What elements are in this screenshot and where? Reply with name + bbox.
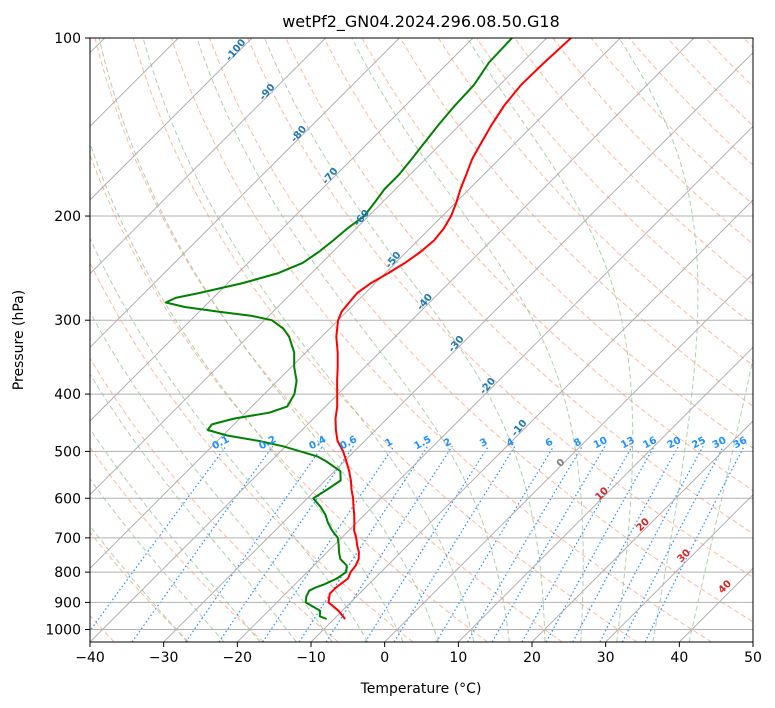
dry-adiabat [90, 153, 488, 642]
x-tick-label: 40 [670, 650, 688, 666]
y-tick-label: 1000 [45, 622, 81, 638]
y-tick-label: 500 [54, 444, 81, 460]
moist-adiabat [196, 38, 510, 642]
moist-adiabat [90, 478, 225, 642]
background-lines [90, 38, 753, 642]
moist-adiabat [90, 373, 297, 642]
mixing-ratio-line [644, 445, 745, 642]
mixing-ratio-label: 4 [505, 437, 516, 450]
dry-adiabat [90, 446, 264, 642]
mixing-ratio-label: 2 [442, 437, 453, 450]
moist-adiabat [618, 38, 699, 642]
isotherm-line [90, 38, 695, 642]
isotherm-line [90, 38, 621, 570]
isotherm-line [90, 38, 548, 496]
mixing-ratio-line [218, 445, 354, 642]
isotherm-line [90, 38, 400, 349]
mixing-ratio-line [298, 445, 429, 642]
isotherm-line [384, 272, 753, 642]
dry-adiabat [90, 531, 190, 642]
dry-adiabat [170, 38, 712, 642]
x-tick-label: −40 [75, 650, 105, 666]
temperature-profile [327, 38, 572, 620]
mixing-ratio-line [262, 445, 395, 642]
dry-adiabat [247, 38, 753, 578]
x-tick-label: 20 [523, 650, 541, 666]
dry-adiabat [323, 38, 753, 492]
y-tick-label: 400 [54, 387, 81, 403]
dewpoint-profile [164, 38, 513, 620]
moist-adiabat [688, 356, 753, 642]
mixing-ratio-label: 1 [384, 437, 395, 450]
x-tick-label: −30 [149, 650, 179, 666]
y-tick-label: 700 [54, 531, 81, 547]
moist-adiabat [98, 38, 439, 642]
dry-adiabat [514, 38, 753, 285]
x-tick-label: 30 [597, 650, 615, 666]
isotherm-line [90, 38, 253, 201]
moist-adiabat [90, 237, 369, 642]
mixing-ratio-line [364, 445, 490, 642]
x-axis-label: Temperature (°C) [360, 681, 482, 697]
plot-frame [89, 37, 754, 643]
dry-adiabat [437, 38, 753, 366]
mixing-ratio-line [325, 445, 453, 642]
isotherm-line [163, 51, 753, 642]
moist-adiabat [90, 141, 404, 642]
isotherm-line [90, 38, 327, 275]
y-tick-label: 100 [54, 31, 81, 47]
x-tick-label: 0 [380, 650, 389, 666]
dry-adiabat [94, 38, 563, 642]
mixing-ratio-label: 8 [572, 437, 583, 450]
mixing-ratio-line [131, 445, 274, 642]
moist-adiabat [264, 38, 546, 642]
y-tick-label: 900 [54, 595, 81, 611]
isotherm-line [457, 346, 753, 642]
isotherm-line [90, 38, 474, 422]
mixing-ratio-line [621, 445, 725, 642]
mixing-ratio-line [393, 445, 516, 642]
mixing-ratio-line [435, 445, 555, 642]
moist-adiabat [142, 38, 475, 642]
x-tick-label: 50 [744, 650, 762, 666]
profiles [164, 38, 572, 620]
isotherm-line [531, 420, 753, 642]
dry-adiabat [399, 38, 753, 408]
mixing-ratio-line [521, 445, 633, 642]
x-tick-label: 10 [449, 650, 467, 666]
mixing-ratio-label: 3 [478, 437, 489, 450]
x-tick-label: −10 [296, 650, 326, 666]
dry-adiabat [90, 357, 339, 642]
y-tick-label: 800 [54, 565, 81, 581]
moist-adiabat [90, 311, 333, 642]
x-axis: −40 −30 −20 −10 0 10 20 30 40 50 [75, 642, 762, 666]
y-axis: 100 200 300 400 500 600 700 800 900 1000 [45, 31, 90, 638]
moist-adiabat [351, 38, 584, 642]
x-tick-label: −20 [223, 650, 253, 666]
isotherm-line [605, 493, 753, 642]
chart-title: wetPf2_GN04.2024.296.08.50.G18 [282, 12, 560, 32]
moist-adiabat [90, 427, 261, 642]
mixing-ratio-line [185, 445, 324, 642]
y-tick-label: 200 [54, 209, 81, 225]
y-tick-label: 300 [54, 313, 81, 329]
mixing-ratio-line [545, 445, 655, 642]
y-tick-label: 600 [54, 491, 81, 507]
isotherm-line [310, 199, 753, 642]
dry-adiabat [209, 38, 753, 623]
mixing-ratio-label: 6 [544, 437, 555, 450]
y-axis-label: Pressure (hPa) [11, 290, 27, 390]
